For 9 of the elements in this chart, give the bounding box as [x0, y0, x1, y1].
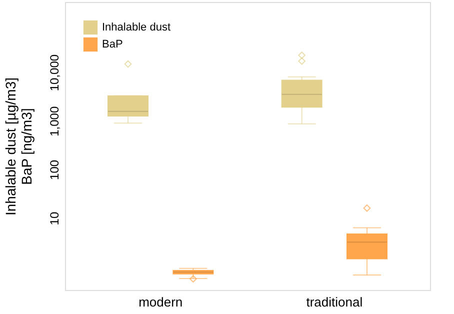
- y-tick-label: 10,000: [48, 54, 62, 92]
- y-tick-label: 10: [48, 212, 62, 226]
- x-tick-label: traditional: [306, 294, 363, 310]
- x-tick-label: modern: [138, 294, 183, 310]
- y-axis-title: Inhalable dust [µg/m3] BaP [ng/m3]: [2, 77, 34, 216]
- legend-label: BaP: [102, 38, 123, 50]
- y-tick-label: 1,000: [48, 106, 62, 136]
- y-tick-label: 100: [48, 160, 62, 180]
- legend-label: Inhalable dust: [102, 22, 170, 34]
